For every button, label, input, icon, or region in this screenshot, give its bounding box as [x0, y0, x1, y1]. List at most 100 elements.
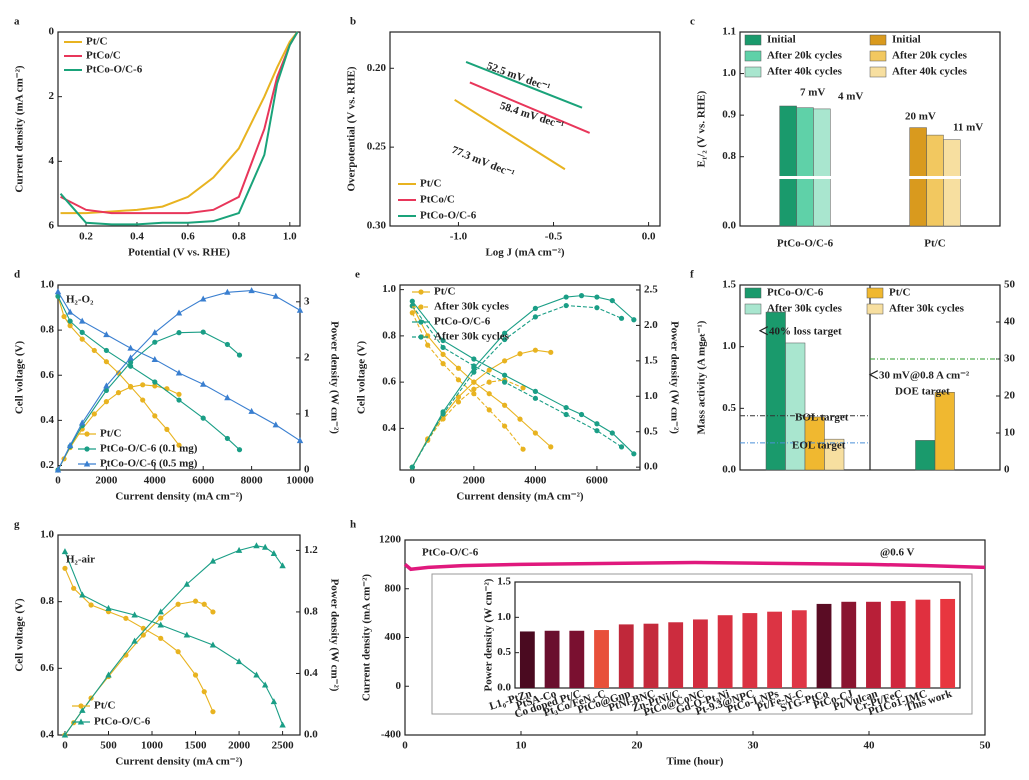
legend-label: PtCo-O/C-6 [434, 316, 491, 328]
point [66, 441, 74, 448]
y-tick-label: -400 [381, 729, 402, 741]
bar [813, 108, 831, 227]
annotation: H₂-O₂ [66, 294, 94, 306]
bar [841, 601, 857, 688]
y-tick-label: 1.5 [722, 279, 736, 291]
point [61, 548, 69, 555]
bar [618, 624, 634, 688]
legend-swatch [744, 287, 762, 299]
panel-label: c [690, 16, 695, 28]
legend-label: Pt/C [100, 428, 121, 440]
point [532, 314, 538, 320]
point [425, 333, 431, 339]
bar [943, 139, 961, 227]
point [471, 379, 477, 385]
point [471, 363, 477, 369]
point [175, 601, 181, 607]
x-axis-label: Current density (mA cm⁻²) [456, 491, 583, 503]
point [279, 562, 286, 569]
y-tick-label: 400 [385, 631, 402, 643]
legend-label: Initial [767, 34, 796, 46]
panel-label: h [350, 519, 356, 531]
bar [594, 630, 609, 688]
point [103, 359, 109, 365]
plot-frame [739, 31, 1001, 227]
y2-tick-label: 50 [1004, 279, 1016, 291]
point [594, 421, 600, 427]
point [440, 416, 446, 422]
point [609, 430, 615, 436]
point [261, 681, 269, 688]
legend-label: PtCo-O/C-6 (0.5 mg) [100, 458, 198, 470]
point [236, 447, 243, 453]
point [618, 444, 625, 450]
point [471, 369, 477, 375]
y-tick-label: 0.8 [382, 329, 396, 341]
annotation: @0.6 V [880, 547, 915, 559]
y-tick-label: 0.8 [40, 595, 54, 607]
x-tick-label: 0.0 [642, 231, 656, 243]
y-tick-label: 0.0 [722, 464, 736, 476]
point [175, 649, 181, 655]
point [631, 317, 637, 323]
point [440, 411, 446, 417]
point [79, 329, 85, 335]
point [224, 435, 230, 442]
point [236, 352, 243, 358]
power-line [411, 304, 622, 468]
ref-line-label: BOL target [795, 412, 849, 424]
x-tick-label: 0.4 [130, 231, 144, 243]
legend-swatch [744, 66, 762, 78]
point [270, 698, 278, 705]
point [224, 288, 231, 295]
power-line [411, 379, 524, 468]
y2-tick-label: 0.4 [304, 667, 318, 679]
point [502, 402, 508, 408]
legend-label: After 20k cycles [892, 50, 968, 62]
point [578, 293, 585, 299]
legend-marker [418, 304, 424, 310]
point [272, 421, 279, 428]
ref-line-label: DOE target [895, 386, 950, 398]
y-tick-label: 0.0 [722, 220, 736, 232]
point [248, 407, 255, 414]
power-line [57, 331, 240, 471]
point [128, 384, 134, 390]
series-line [57, 291, 301, 442]
power-line [411, 295, 635, 468]
point [532, 430, 538, 436]
point [210, 609, 216, 615]
legend-marker [78, 703, 84, 709]
legend-label: After 30k cycles [434, 331, 510, 343]
point [79, 419, 86, 426]
x-tick-label: 0 [62, 740, 68, 752]
y2-tick-label: 1.5 [644, 354, 658, 366]
point [548, 349, 554, 355]
y-tick-label: 0.8 [40, 324, 54, 336]
y2-tick-label: 0.8 [304, 605, 318, 617]
y-tick-label: 1.5 [497, 576, 511, 588]
point [594, 305, 600, 311]
series-line [454, 98, 566, 171]
bar [643, 623, 659, 688]
point [176, 397, 182, 403]
point [272, 292, 279, 299]
point [151, 329, 158, 336]
series-line [403, 560, 986, 572]
y2-tick-label: 2.5 [644, 283, 658, 295]
y2-tick-label: 0 [1004, 464, 1010, 476]
y-tick-label: 1.0 [722, 340, 736, 352]
legend-label: PtCo-O/C-6 [94, 716, 151, 728]
series-line [60, 31, 299, 215]
y2-tick-label: 0.0 [304, 729, 318, 741]
y2-tick-label: 20 [1004, 390, 1016, 402]
point [532, 347, 538, 353]
point [176, 330, 182, 336]
y2-tick-label: 0 [304, 464, 310, 476]
x-tick-label: 10 [516, 740, 528, 752]
point [175, 369, 183, 376]
point [224, 394, 231, 401]
y-tick-label: 0.2 [40, 459, 54, 471]
x-tick-label: 500 [100, 740, 117, 752]
y-axis-label: Cell voltage (V) [14, 598, 26, 672]
